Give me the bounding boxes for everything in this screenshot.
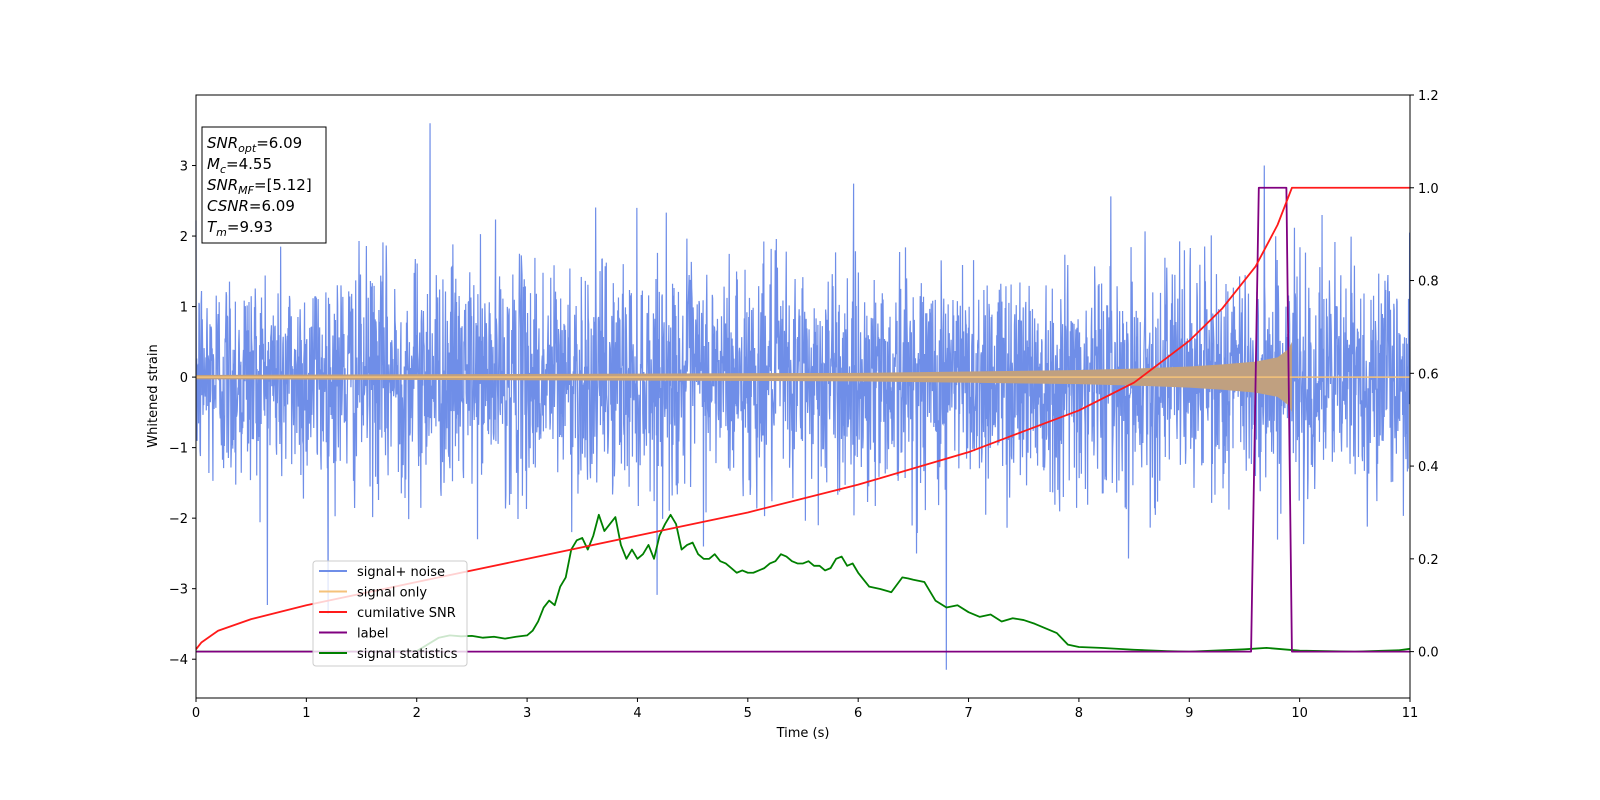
info-box-frame: [201, 126, 327, 244]
y-axis-title: Whitened strain: [146, 344, 161, 447]
y-tick-label: −1: [169, 442, 188, 457]
info-box-line: SNRMF=[5.12]: [207, 176, 312, 197]
series-layer: [195, 123, 1411, 670]
y-tick-label: 2: [180, 230, 188, 245]
x-axis-title: Time (s): [776, 726, 830, 741]
y-tick-label: 3: [180, 160, 188, 175]
y2-tick-label: 1.2: [1418, 89, 1439, 104]
x-tick-label: 2: [413, 706, 421, 721]
info-box-line: Tm=9.93: [207, 218, 273, 239]
y2-tick-label: 0.4: [1418, 460, 1439, 475]
y-tick-label: −4: [169, 653, 188, 668]
y2-tick-label: 0.0: [1418, 646, 1439, 661]
y2-tick-label: 1.0: [1418, 182, 1439, 197]
x-tick-label: 8: [1075, 706, 1083, 721]
axes-frame: [195, 94, 1411, 699]
ticks-layer: 0 1 2 3 4 5 6 7 8 9 10 113210−1−2−3−41.21.00.80.60.…: [169, 89, 1439, 721]
x-tick-label: 1: [302, 706, 310, 721]
x-tick-label: 4: [633, 706, 641, 721]
x-tick-label: 11: [1402, 706, 1419, 721]
info-box-line: SNRopt=6.09: [207, 134, 302, 155]
y-tick-label: −2: [169, 512, 188, 527]
series-signal-plus-noise: [195, 123, 1411, 670]
y-tick-label: −3: [169, 583, 188, 598]
y2-tick-label: 0.2: [1418, 553, 1439, 568]
series-label: [196, 186, 1410, 653]
info-box-line: CSNR=6.09: [207, 197, 295, 215]
series-signal-statistics: [196, 513, 1411, 653]
x-tick-label: 5: [744, 706, 752, 721]
legend-label: signal+ noise: [357, 565, 445, 580]
x-tick-label: 6: [854, 706, 862, 721]
y2-tick-label: 0.8: [1418, 275, 1439, 290]
x-tick-label: 7: [964, 706, 972, 721]
legend-frame: [312, 560, 468, 667]
legend-label: signal only: [357, 586, 427, 601]
legend-label: cumilative SNR: [357, 606, 456, 621]
legend-label: signal statistics: [357, 647, 458, 662]
x-tick-label: 9: [1185, 706, 1193, 721]
series-cumulative-snr: [195, 186, 1410, 650]
y-tick-label: 0: [180, 371, 188, 386]
legend-label: label: [357, 627, 388, 642]
x-tick-label: 0: [192, 706, 200, 721]
x-tick-label: 10: [1291, 706, 1308, 721]
y-tick-label: 1: [180, 301, 188, 316]
info-box-line: Mc=4.55: [207, 155, 272, 176]
legend: signal+ noise signal only cumilative SNR la…: [312, 560, 468, 667]
y2-tick-label: 0.6: [1418, 367, 1439, 382]
x-tick-label: 3: [523, 706, 531, 721]
